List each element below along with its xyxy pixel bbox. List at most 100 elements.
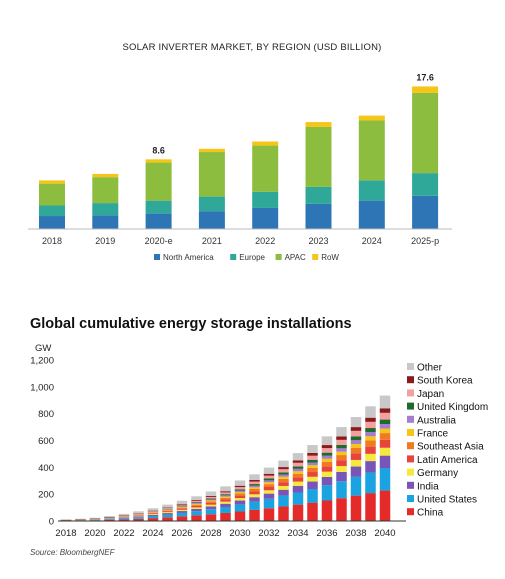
bar-segment-southeast-asia xyxy=(292,473,304,478)
legend-label: Other xyxy=(417,363,443,374)
bar-segment-united-kingdom xyxy=(350,436,362,441)
bar-segment-south-korea xyxy=(365,417,376,422)
y-tick-label: 200 xyxy=(38,490,54,501)
bar-segment-australia xyxy=(249,485,260,488)
bar-segment-china xyxy=(365,493,376,521)
bar-segment-southeast-asia xyxy=(263,484,275,487)
bar-segment-germany xyxy=(191,507,202,509)
bar-segment-southeast-asia xyxy=(191,504,202,506)
bar-segment-china xyxy=(147,518,159,521)
bar-segment-united-kingdom xyxy=(365,428,376,433)
bar-segment-india xyxy=(278,489,289,496)
data-label: 8.6 xyxy=(152,145,165,155)
bar-segment-apac xyxy=(145,162,172,201)
bar-segment-china xyxy=(379,490,391,521)
bar-segment-southeast-asia xyxy=(350,447,362,454)
bar-segment-india xyxy=(133,516,144,518)
bar-segment-north-america xyxy=(145,213,172,229)
bar-segment-japan xyxy=(365,421,376,429)
bar-segment-other xyxy=(278,460,289,468)
bar-segment-north-america xyxy=(305,203,332,229)
legend-swatch xyxy=(407,481,414,489)
bar-segment-south-korea xyxy=(249,479,260,482)
legend-swatch xyxy=(407,455,414,463)
bar-segment-row xyxy=(358,115,385,121)
bar-segment-france xyxy=(292,471,304,474)
bar-segment-other xyxy=(263,467,275,474)
bar-segment-australia xyxy=(350,440,362,444)
legend-label: Latin America xyxy=(417,455,478,466)
x-tick-label: 2018 xyxy=(55,528,76,539)
bar-segment-latin-america xyxy=(191,505,202,508)
bar-segment-china xyxy=(234,511,246,521)
bar-segment-south-korea xyxy=(307,452,318,456)
bar-segment-france xyxy=(234,492,246,494)
bar-segment-row xyxy=(92,173,119,178)
bar-segment-china xyxy=(104,519,115,521)
bar-segment-germany xyxy=(292,481,304,486)
bar-segment-south-korea xyxy=(292,460,304,463)
bar-segment-southeast-asia xyxy=(147,512,159,514)
bar-segment-china xyxy=(162,517,173,521)
bar-segment-south-korea xyxy=(379,408,391,413)
bar-segment-europe xyxy=(358,180,385,201)
bar-segment-other xyxy=(292,453,304,461)
bar-segment-south-korea xyxy=(220,491,231,493)
bar-segment-united-kingdom xyxy=(220,494,231,496)
bar-segment-india xyxy=(249,497,260,502)
legend-swatch xyxy=(407,389,414,397)
legend-label: South Korea xyxy=(417,376,473,387)
legend-swatch xyxy=(407,495,414,502)
x-tick-label: 2022 xyxy=(255,236,275,246)
bar-segment-united-kingdom xyxy=(336,444,347,449)
legend-label: China xyxy=(417,508,444,519)
bar-segment-europe xyxy=(198,196,225,212)
legend-label: Germany xyxy=(417,468,458,479)
bar-segment-india xyxy=(176,511,188,513)
bar-segment-united-states xyxy=(292,492,304,505)
bar-segment-india xyxy=(263,493,275,499)
bar-segment-united-states xyxy=(365,472,376,494)
bar-segment-southeast-asia xyxy=(234,493,246,496)
bar-segment-india xyxy=(292,485,304,493)
bar-segment-france xyxy=(350,443,362,448)
bar-segment-australia xyxy=(292,468,304,472)
bar-segment-germany xyxy=(133,515,144,517)
bar-segment-united-kingdom xyxy=(234,489,246,491)
bar-segment-france xyxy=(278,476,289,479)
x-tick-label: 2036 xyxy=(316,528,337,539)
bar-segment-latin-america xyxy=(307,472,318,477)
bar-segment-france xyxy=(379,428,391,434)
bar-segment-other xyxy=(220,486,231,492)
bar-segment-united-states xyxy=(191,511,202,516)
y-tick-label: 1,000 xyxy=(30,382,54,393)
bar-segment-japan xyxy=(162,507,173,509)
bar-segment-japan xyxy=(176,504,188,506)
bar-segment-south-korea xyxy=(191,500,202,501)
bar-segment-japan xyxy=(278,469,289,473)
y-tick-label: 1,200 xyxy=(30,356,54,367)
bar-segment-india xyxy=(307,481,318,490)
legend-label: Japan xyxy=(417,389,444,400)
bar-segment-japan xyxy=(321,448,333,453)
bar-segment-india xyxy=(147,514,159,516)
bar-segment-australia xyxy=(379,424,391,429)
bar-segment-china xyxy=(350,495,362,521)
bar-segment-china xyxy=(133,518,144,521)
bar-segment-apac xyxy=(305,126,332,187)
bar-segment-australia xyxy=(336,448,347,452)
bar-segment-australia xyxy=(220,495,231,497)
bar-segment-apac xyxy=(412,92,439,174)
bar-segment-germany xyxy=(176,509,188,512)
bar-segment-other xyxy=(75,518,86,520)
bar-segment-latin-america xyxy=(176,508,188,510)
y-tick-label: 800 xyxy=(38,409,54,420)
bar-segment-china xyxy=(191,515,202,521)
legend-label: Europe xyxy=(239,253,265,262)
bar-segment-other xyxy=(118,513,130,516)
bar-segment-united-kingdom xyxy=(176,505,188,507)
bar-segment-united-states xyxy=(162,514,173,518)
bar-segment-france xyxy=(307,465,318,468)
bar-segment-united-states xyxy=(133,517,144,519)
